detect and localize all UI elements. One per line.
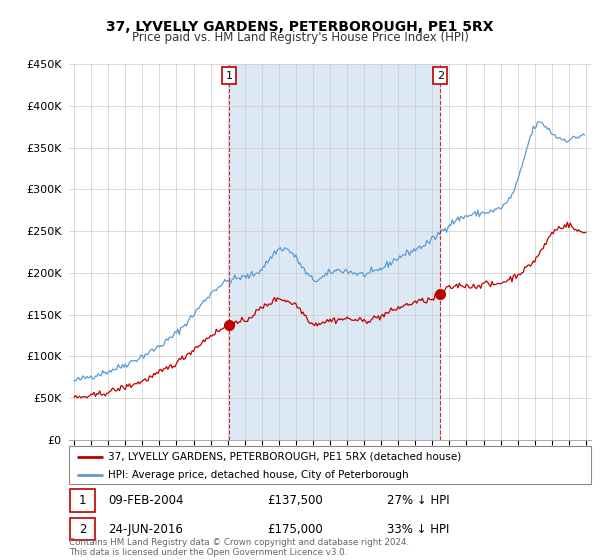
Text: Contains HM Land Registry data © Crown copyright and database right 2024.
This d: Contains HM Land Registry data © Crown c… — [69, 538, 409, 557]
Text: 2: 2 — [437, 71, 444, 81]
Text: 09-FEB-2004: 09-FEB-2004 — [108, 494, 184, 507]
Text: £137,500: £137,500 — [268, 494, 323, 507]
FancyBboxPatch shape — [70, 489, 95, 512]
Text: 37, LYVELLY GARDENS, PETERBOROUGH, PE1 5RX: 37, LYVELLY GARDENS, PETERBOROUGH, PE1 5… — [106, 20, 494, 34]
Text: Price paid vs. HM Land Registry's House Price Index (HPI): Price paid vs. HM Land Registry's House … — [131, 31, 469, 44]
Text: £175,000: £175,000 — [268, 522, 323, 536]
FancyBboxPatch shape — [70, 518, 95, 540]
Bar — [229, 64, 440, 440]
FancyBboxPatch shape — [69, 446, 591, 484]
Text: HPI: Average price, detached house, City of Peterborough: HPI: Average price, detached house, City… — [108, 470, 409, 480]
Text: 2: 2 — [79, 522, 86, 536]
Text: 27% ↓ HPI: 27% ↓ HPI — [388, 494, 450, 507]
Text: 33% ↓ HPI: 33% ↓ HPI — [388, 522, 450, 536]
Text: 1: 1 — [226, 71, 233, 81]
Text: 24-JUN-2016: 24-JUN-2016 — [108, 522, 183, 536]
Text: 1: 1 — [79, 494, 86, 507]
Text: 37, LYVELLY GARDENS, PETERBOROUGH, PE1 5RX (detached house): 37, LYVELLY GARDENS, PETERBOROUGH, PE1 5… — [108, 452, 461, 462]
